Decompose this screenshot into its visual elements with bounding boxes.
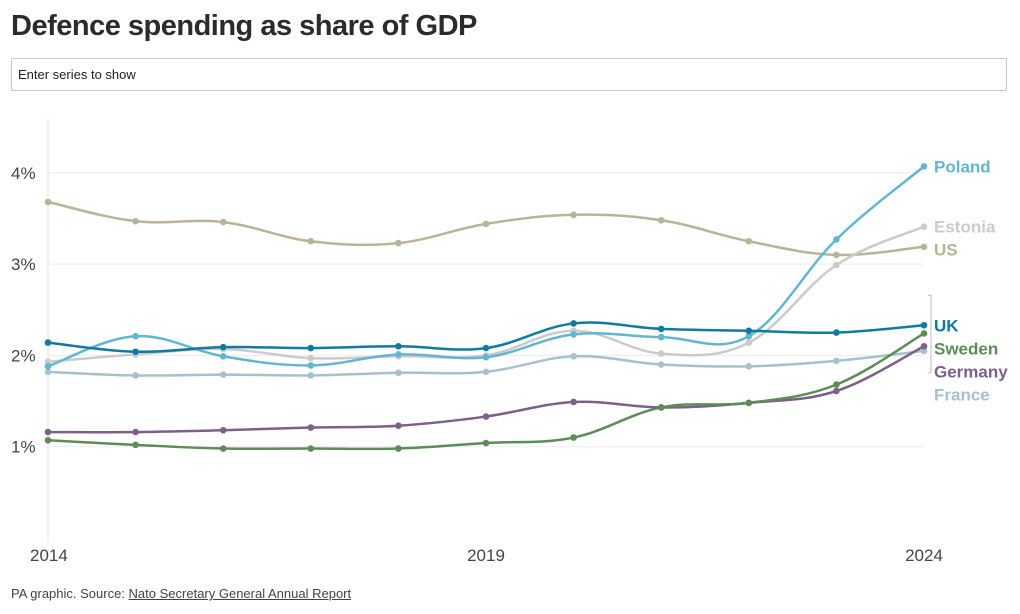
line-chart: 1% 2% 3% 4% 2014 2019 2024 Poland Estonia US UK Sw… (11, 118, 1008, 565)
data-point-sweden (219, 445, 227, 452)
series-search-input[interactable] (11, 58, 1007, 91)
data-point-poland (307, 362, 315, 369)
label-bracket-line (928, 294, 932, 374)
y-tick-label: 4% (11, 164, 36, 183)
data-point-germany (920, 342, 928, 350)
data-point-france (395, 369, 402, 377)
chart-title: Defence spending as share of GDP (11, 10, 477, 42)
data-point-poland (482, 353, 490, 361)
data-point-germany (307, 424, 315, 431)
data-point-germany (395, 422, 402, 429)
source-footer: PA graphic. Source: Nato Secretary Gener… (11, 586, 351, 601)
data-point-poland (657, 333, 665, 341)
data-point-poland (132, 332, 139, 340)
data-point-estonia (657, 350, 665, 357)
data-point-us (307, 237, 315, 245)
data-point-poland (570, 331, 577, 338)
data-point-sweden (307, 445, 315, 452)
series-line-poland (46, 165, 926, 368)
data-point-poland (44, 363, 52, 370)
x-tick-label: 2019 (467, 546, 505, 565)
series-labels: Poland Estonia US UK Sweden Germany France (934, 157, 1008, 404)
data-point-us (395, 239, 402, 247)
data-point-us (219, 218, 227, 226)
data-point-estonia (745, 339, 753, 346)
data-point-france (833, 357, 840, 365)
label-bracket (928, 294, 932, 374)
data-point-sweden (482, 439, 490, 447)
data-point-poland (833, 236, 840, 243)
data-point-sweden (833, 381, 840, 388)
data-point-france (132, 372, 139, 379)
series-points (44, 163, 928, 452)
source-prefix: PA graphic. Source: (11, 586, 129, 601)
data-point-us (657, 216, 665, 224)
axes: 1% 2% 3% 4% 2014 2019 2024 (11, 118, 943, 565)
data-point-uk (395, 342, 402, 350)
data-point-uk (482, 344, 490, 352)
data-point-poland (745, 332, 753, 340)
data-point-france (920, 347, 928, 355)
data-point-estonia (307, 354, 315, 362)
data-point-germany (132, 428, 139, 436)
x-tick-label: 2014 (30, 546, 68, 565)
data-point-us (44, 198, 52, 206)
data-point-germany (219, 426, 227, 434)
source-link[interactable]: Nato Secretary General Annual Report (128, 586, 352, 601)
y-tick-label: 1% (11, 438, 36, 457)
series-label-uk: UK (934, 316, 959, 335)
data-point-france (482, 368, 490, 376)
data-point-germany (44, 428, 52, 436)
data-point-uk (833, 329, 840, 336)
data-point-us (920, 243, 928, 251)
data-point-uk (920, 321, 928, 329)
x-tick-label: 2024 (905, 546, 943, 565)
data-point-germany (482, 413, 490, 420)
data-point-us (132, 217, 139, 225)
data-point-sweden (44, 437, 52, 444)
series-label-us: US (934, 241, 958, 260)
series-label-poland: Poland (934, 157, 991, 176)
data-point-france (219, 371, 227, 378)
data-point-us (482, 220, 490, 228)
series-label-sweden: Sweden (934, 339, 998, 358)
y-tick-label: 3% (11, 255, 36, 274)
series-line-us (46, 200, 926, 257)
data-point-uk (307, 344, 315, 352)
data-point-sweden (745, 399, 753, 407)
data-point-estonia (920, 223, 928, 230)
data-point-sweden (132, 441, 139, 449)
y-tick-label: 2% (11, 346, 36, 365)
data-point-estonia (44, 358, 52, 366)
data-point-sweden (657, 404, 665, 411)
data-point-sweden (920, 330, 928, 337)
data-point-france (307, 372, 315, 379)
data-point-france (745, 363, 753, 370)
data-point-uk (132, 348, 139, 356)
data-point-poland (920, 163, 928, 170)
data-point-estonia (833, 261, 840, 269)
data-point-uk (219, 343, 227, 351)
data-point-france (44, 368, 52, 376)
series-label-estonia: Estonia (934, 218, 996, 237)
data-point-sweden (570, 434, 577, 441)
data-point-france (570, 353, 577, 360)
data-point-germany (833, 387, 840, 395)
data-point-us (745, 237, 753, 245)
data-point-sweden (395, 445, 402, 452)
data-point-us (570, 211, 577, 219)
data-point-uk (657, 325, 665, 333)
gridlines (48, 172, 924, 448)
series-lines (46, 165, 926, 451)
series-label-france: France (934, 385, 990, 404)
data-point-uk (44, 339, 52, 346)
data-point-france (657, 361, 665, 368)
data-point-poland (395, 351, 402, 358)
data-point-poland (219, 353, 227, 360)
data-point-uk (745, 327, 753, 335)
data-point-germany (570, 398, 577, 406)
series-label-germany: Germany (934, 362, 1008, 381)
data-point-uk (570, 320, 577, 327)
data-point-us (833, 251, 840, 259)
